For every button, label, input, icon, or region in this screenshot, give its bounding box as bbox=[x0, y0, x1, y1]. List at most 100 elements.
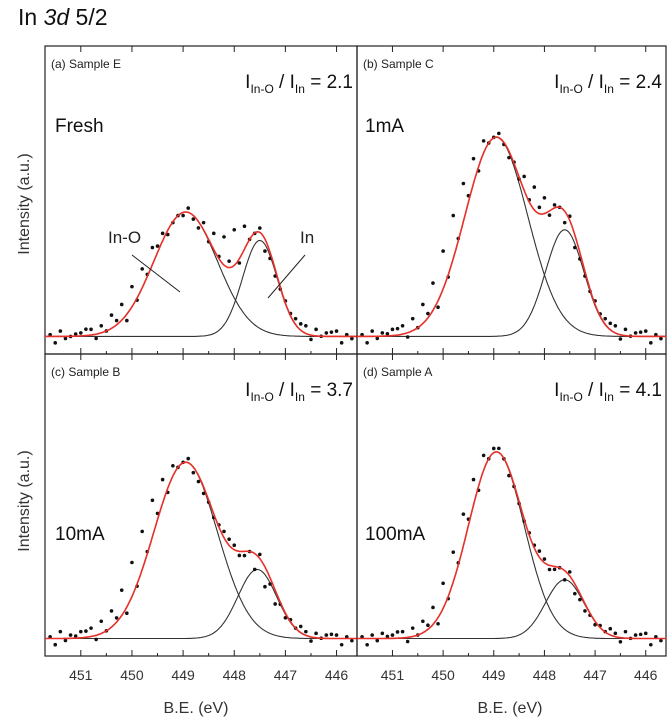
data-point bbox=[334, 633, 339, 637]
data-point bbox=[53, 642, 58, 647]
condition-label: 1mA bbox=[365, 116, 404, 137]
data-point bbox=[196, 479, 201, 484]
data-point bbox=[507, 155, 511, 160]
title-suffix: 5/2 bbox=[69, 4, 108, 30]
panel-0: (a) Sample E Fresh IIn-O / IIn = 2.1 In-O In bbox=[44, 45, 358, 355]
panel-3: 451 450 449 448 447 446 (d) Sample A 100mA IIn-O… bbox=[356, 353, 667, 683]
ratio-label: IIn-O / IIn = 2.1 bbox=[245, 72, 353, 96]
data-point bbox=[329, 330, 334, 334]
data-point bbox=[395, 326, 400, 331]
data-point bbox=[344, 332, 349, 337]
data-point bbox=[268, 582, 272, 586]
x-tick-label: 451 bbox=[381, 667, 405, 683]
data-point bbox=[583, 609, 587, 613]
data-point bbox=[304, 629, 308, 634]
data-point bbox=[350, 336, 354, 341]
data-point bbox=[380, 631, 385, 636]
data-point bbox=[365, 341, 369, 345]
data-point bbox=[481, 139, 486, 143]
data-point bbox=[324, 633, 329, 637]
data-point bbox=[186, 206, 191, 210]
data-point bbox=[309, 639, 313, 643]
data-point bbox=[385, 634, 390, 639]
data-point bbox=[643, 631, 648, 636]
panels-group: (a) Sample E Fresh IIn-O / IIn = 2.1 In-O In… bbox=[44, 45, 667, 683]
x-axis-label-right: B.E. (eV) bbox=[477, 700, 543, 717]
data-point bbox=[552, 203, 557, 207]
data-point bbox=[547, 567, 552, 572]
data-point bbox=[537, 549, 542, 553]
data-point bbox=[426, 623, 430, 628]
data-point bbox=[537, 205, 542, 210]
data-point bbox=[431, 605, 435, 610]
data-point bbox=[314, 327, 318, 332]
data-point bbox=[109, 313, 114, 317]
data-point bbox=[421, 619, 425, 624]
data-point bbox=[618, 337, 623, 341]
data-point bbox=[603, 316, 608, 321]
data-point bbox=[567, 570, 572, 574]
data-point bbox=[268, 256, 272, 261]
annotation-label: In bbox=[300, 228, 314, 247]
data-point bbox=[232, 543, 237, 548]
data-point bbox=[365, 642, 369, 647]
data-point bbox=[130, 284, 134, 289]
data-point bbox=[73, 634, 78, 638]
fit-component-in-o bbox=[357, 136, 666, 337]
data-point bbox=[618, 639, 623, 644]
data-point bbox=[258, 552, 262, 557]
data-point bbox=[211, 231, 216, 236]
x-tick-label: 449 bbox=[482, 667, 506, 683]
data-point bbox=[507, 473, 511, 478]
data-point bbox=[140, 267, 144, 271]
data-point bbox=[395, 630, 400, 634]
x-tick-label: 446 bbox=[325, 667, 349, 683]
data-point bbox=[79, 629, 83, 634]
data-point bbox=[360, 332, 364, 337]
data-point bbox=[390, 633, 395, 637]
annotation-line bbox=[131, 254, 181, 293]
data-point bbox=[227, 537, 231, 542]
data-point bbox=[68, 633, 73, 637]
x-tick-label: 447 bbox=[274, 667, 298, 683]
data-point bbox=[150, 245, 155, 250]
data-point bbox=[654, 332, 658, 337]
data-point bbox=[471, 156, 476, 161]
data-point bbox=[649, 642, 653, 647]
data-point bbox=[94, 637, 98, 642]
data-point bbox=[481, 453, 486, 458]
data-point bbox=[222, 235, 226, 239]
data-point bbox=[491, 446, 496, 451]
data-point bbox=[522, 174, 526, 179]
data-point bbox=[222, 529, 226, 534]
data-point bbox=[114, 616, 119, 620]
data-point bbox=[441, 581, 445, 586]
data-point bbox=[370, 329, 374, 333]
data-point bbox=[63, 638, 68, 643]
data-point bbox=[130, 560, 134, 565]
data-point bbox=[633, 633, 638, 637]
data-point bbox=[181, 213, 185, 218]
data-point bbox=[324, 331, 329, 335]
data-point bbox=[542, 195, 547, 200]
x-tick-label: 450 bbox=[431, 667, 455, 683]
x-tick-label: 449 bbox=[171, 667, 195, 683]
fit-envelope bbox=[45, 461, 357, 640]
data-point bbox=[125, 611, 129, 616]
data-point bbox=[273, 602, 277, 606]
data-point bbox=[293, 316, 298, 321]
data-point bbox=[400, 629, 405, 634]
data-point bbox=[89, 327, 93, 332]
data-point bbox=[410, 626, 415, 630]
data-point bbox=[160, 231, 165, 236]
data-point bbox=[140, 529, 144, 534]
data-point bbox=[155, 244, 160, 248]
data-point bbox=[58, 329, 63, 333]
data-point bbox=[186, 456, 191, 461]
data-point bbox=[441, 249, 445, 253]
data-point bbox=[314, 631, 318, 636]
data-point bbox=[89, 626, 93, 630]
data-point bbox=[385, 332, 390, 336]
x-tick-label: 450 bbox=[120, 667, 144, 683]
x-tick-label: 446 bbox=[634, 667, 658, 683]
